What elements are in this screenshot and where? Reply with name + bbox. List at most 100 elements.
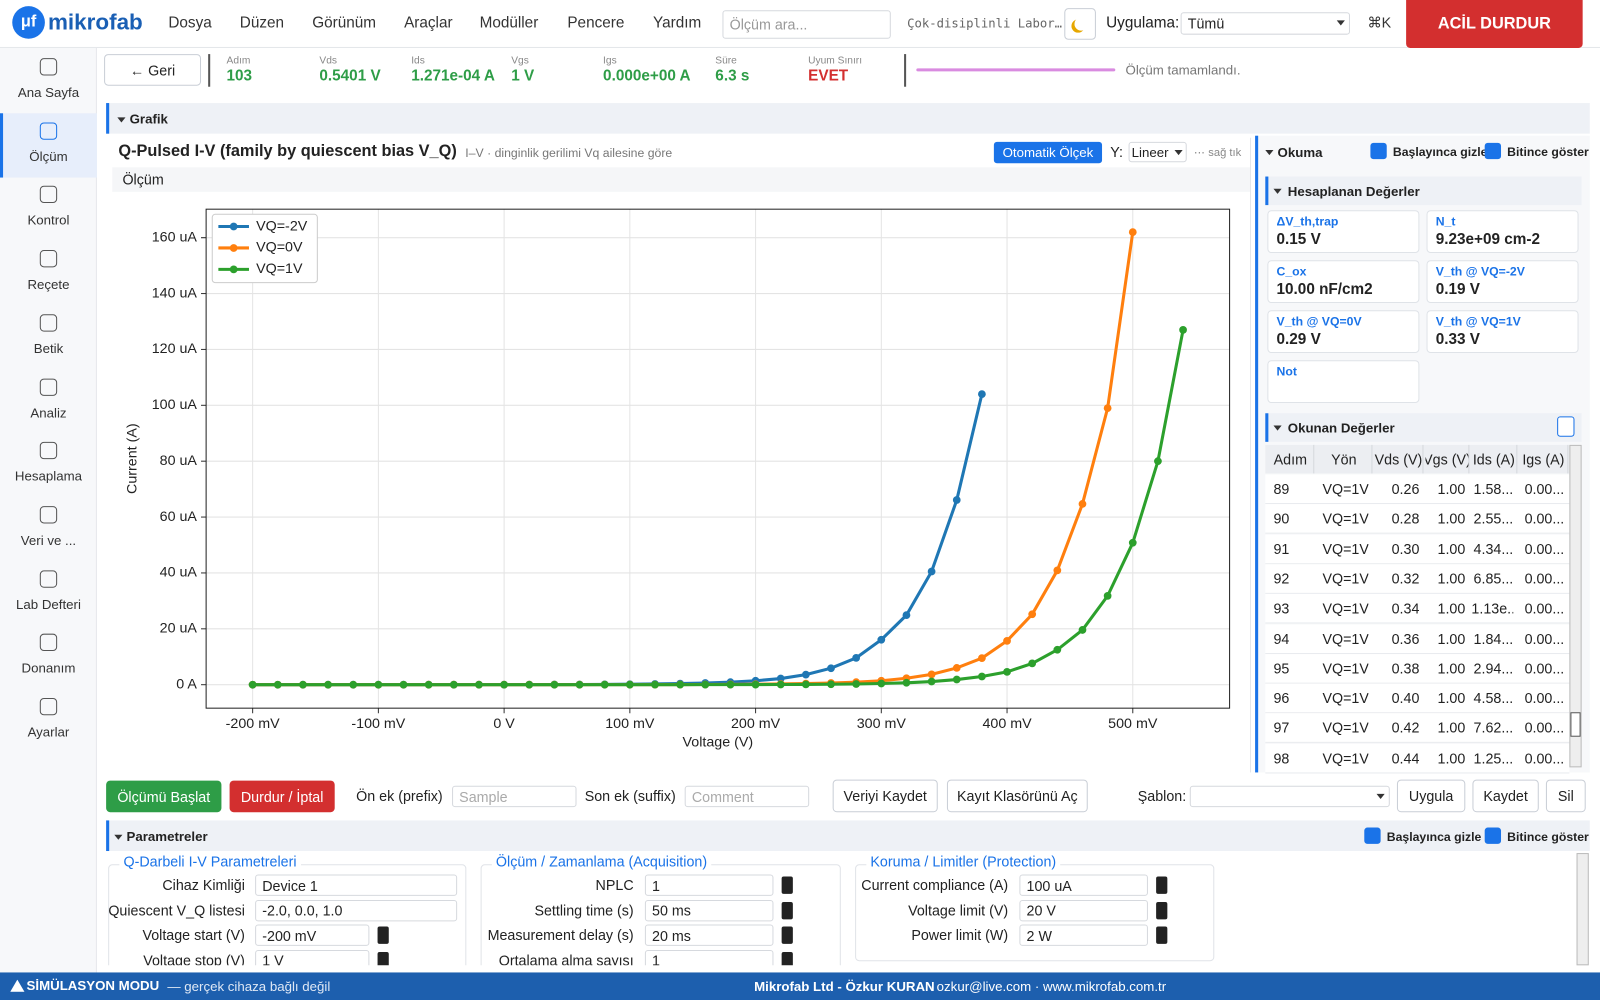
- stop-button[interactable]: Durdur / İptal: [229, 780, 335, 813]
- y-tick-label: 40 uA: [160, 565, 198, 581]
- sidebar-item[interactable]: Reçete: [27, 276, 70, 292]
- checkbox[interactable]: [1484, 827, 1502, 844]
- table-cell: 95: [1273, 659, 1290, 677]
- prefix-input[interactable]: Sample: [452, 785, 577, 808]
- collapse-icon[interactable]: [117, 117, 126, 123]
- param-input[interactable]: 1: [644, 949, 774, 966]
- spin-button[interactable]: [781, 926, 793, 944]
- param-input[interactable]: 1: [644, 874, 774, 896]
- progress-bar: [916, 68, 1116, 72]
- sidebar-item[interactable]: Ölçüm: [29, 148, 68, 164]
- checkbox-label[interactable]: Bitince göster: [1507, 829, 1589, 844]
- save-button[interactable]: Kaydet: [1472, 779, 1539, 813]
- spin-button[interactable]: [781, 876, 793, 894]
- save-data-button[interactable]: Veriyi Kaydet: [832, 779, 938, 813]
- collapse-icon[interactable]: [1273, 188, 1282, 194]
- stat-label: Uyum Sınırı: [808, 55, 863, 67]
- spin-button[interactable]: [377, 926, 389, 944]
- copy-button[interactable]: [1557, 416, 1575, 437]
- value-card: V_th @ VQ=1V 0.33 V: [1426, 310, 1579, 354]
- scrollbar[interactable]: [1569, 444, 1582, 768]
- sidebar-item[interactable]: Donanım: [21, 660, 76, 676]
- sidebar-active: [0, 112, 97, 178]
- sidebar-item[interactable]: Hesaplama: [14, 468, 83, 484]
- param-input[interactable]: 20 V: [1019, 899, 1148, 921]
- spin-button[interactable]: [1156, 876, 1168, 894]
- contact: · ozkur@live.com · www.mikrofab.com.tr: [928, 978, 1167, 994]
- emergency-stop[interactable]: ACİL DURDUR: [1406, 0, 1583, 48]
- header-text: Igs (A): [1522, 451, 1565, 468]
- checkbox[interactable]: [1370, 142, 1387, 160]
- sidebar-item[interactable]: Veri ve ...: [20, 532, 77, 548]
- template-label: Şablon:: [1137, 787, 1187, 805]
- param-input[interactable]: 1 V: [255, 949, 370, 966]
- app-label: Uygulama:: [1106, 14, 1180, 32]
- collapse-icon[interactable]: [1273, 425, 1282, 431]
- checkbox[interactable]: [1484, 142, 1502, 160]
- sidebar-item[interactable]: Kontrol: [27, 212, 70, 228]
- apply-button[interactable]: Uygula: [1396, 779, 1466, 813]
- sidebar-icon: [39, 186, 58, 204]
- checkbox-label[interactable]: Başlayınca gizle: [1392, 144, 1488, 160]
- value-card: Not: [1267, 360, 1420, 404]
- data-point: [500, 680, 508, 689]
- theme-toggle[interactable]: [1064, 8, 1096, 40]
- sidebar-item[interactable]: Analiz: [30, 404, 67, 420]
- checkbox-label[interactable]: Başlayınca gizle: [1386, 829, 1482, 844]
- menu-item[interactable]: Araçlar: [404, 14, 453, 32]
- table-cell: 2.55...: [1473, 510, 1514, 527]
- checkbox[interactable]: [1364, 827, 1381, 844]
- param-input[interactable]: 50 ms: [644, 899, 774, 921]
- sidebar-item[interactable]: Lab Defteri: [16, 596, 81, 612]
- header-text: Vgs (V): [1425, 451, 1470, 468]
- menu-item[interactable]: Dosya: [168, 14, 212, 32]
- y-scale-select[interactable]: Lineer: [1128, 141, 1187, 163]
- param-input[interactable]: Device 1: [255, 874, 458, 896]
- param-label: Cihaz Kimliği: [162, 876, 245, 893]
- checkbox-label[interactable]: Bitince göster: [1507, 144, 1589, 160]
- open-folder-button[interactable]: Kayıt Klasörünü Aç: [946, 779, 1088, 813]
- param-input[interactable]: 20 ms: [644, 924, 774, 946]
- data-point: [1003, 668, 1011, 676]
- template-select[interactable]: [1189, 785, 1390, 808]
- series-line: [252, 231, 1135, 687]
- footer: [0, 972, 1600, 1000]
- suffix-input[interactable]: Comment: [684, 785, 810, 808]
- spin-button[interactable]: [781, 901, 793, 919]
- spin-button[interactable]: [1156, 901, 1168, 919]
- simulation-mode: SİMÜLASYON MODU: [26, 977, 160, 993]
- collapse-icon[interactable]: [1265, 149, 1274, 156]
- collapse-icon[interactable]: [114, 834, 123, 840]
- sidebar-item[interactable]: Betik: [33, 340, 64, 356]
- menu-item[interactable]: Yardım: [653, 14, 702, 32]
- menu-item[interactable]: Görünüm: [312, 14, 377, 32]
- table-cell: VQ=1V: [1322, 749, 1369, 767]
- spin-button[interactable]: [781, 951, 793, 966]
- table-cell: 98: [1273, 749, 1290, 767]
- section-title: Parametreler: [126, 828, 208, 844]
- menu-item[interactable]: Düzen: [239, 14, 285, 32]
- data-point: [877, 635, 886, 644]
- menu-item[interactable]: Modüller: [479, 14, 539, 32]
- header-text: Yön: [1331, 451, 1357, 468]
- param-label: Ortalama alma sayısı: [498, 951, 634, 966]
- sidebar-item[interactable]: Ana Sayfa: [17, 84, 80, 100]
- chart-tab[interactable]: Ölçüm: [122, 171, 164, 188]
- sidebar-item[interactable]: Ayarlar: [27, 724, 70, 740]
- data-point: [927, 670, 936, 679]
- autoscale-button[interactable]: Otomatik Ölçek: [993, 141, 1103, 164]
- spin-button[interactable]: [377, 951, 389, 966]
- start-button[interactable]: Ölçümü Başlat: [106, 780, 222, 813]
- delete-button[interactable]: Sil: [1545, 779, 1586, 813]
- scroll-thumb[interactable]: [1570, 712, 1581, 737]
- scrollbar[interactable]: [1576, 853, 1589, 966]
- app-select[interactable]: Tümü: [1180, 12, 1350, 35]
- spin-button[interactable]: [1156, 926, 1168, 944]
- back-button[interactable]: ← Geri: [104, 54, 202, 86]
- param-input[interactable]: -2.0, 0.0, 1.0: [255, 899, 458, 921]
- param-input[interactable]: 100 uA: [1019, 874, 1148, 896]
- search-input[interactable]: Ölçüm ara...: [722, 10, 891, 39]
- menu-item[interactable]: Pencere: [567, 14, 625, 32]
- param-input[interactable]: -200 mV: [255, 924, 370, 946]
- param-input[interactable]: 2 W: [1019, 924, 1148, 946]
